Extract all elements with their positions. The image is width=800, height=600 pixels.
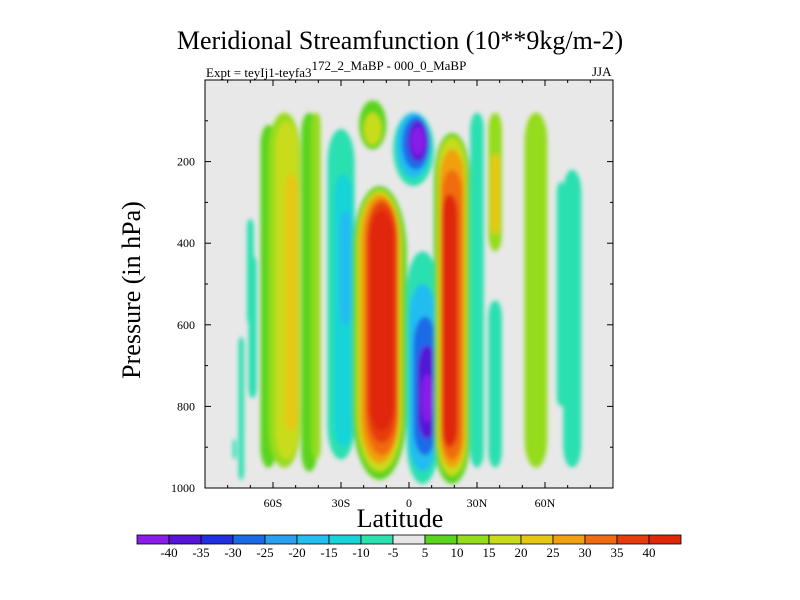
- x-tick-label-4: 60N: [535, 496, 556, 510]
- colorbar-swatch-13: [552, 534, 586, 545]
- colorbar: [136, 534, 682, 545]
- contour-layers: [232, 100, 582, 484]
- chart-title: Meridional Streamfunction (10**9kg/m-2): [176, 26, 624, 55]
- core-eq-neg-lower: [421, 373, 433, 423]
- y-tick-label-1: 400: [177, 236, 195, 250]
- experiment-id: Expt = teyIj1-teyfa3: [206, 65, 312, 80]
- x-tick-label-2: 0: [406, 496, 412, 510]
- band-sh42-pos2: [311, 112, 321, 460]
- band-nh55-pos: [524, 112, 548, 468]
- colorbar-swatch-14: [584, 534, 618, 545]
- band-sh27-neg3: [339, 210, 352, 325]
- core-eq-neg-upper: [411, 126, 425, 156]
- y-tick-label-3: 800: [177, 399, 195, 413]
- band-sh75b-neg: [232, 439, 237, 460]
- colorbar-label-10: 15: [482, 545, 496, 560]
- colorbar-label-5: -15: [320, 545, 338, 560]
- colorbar-swatch-2: [200, 534, 234, 545]
- band-nh38-neg: [488, 300, 502, 468]
- band-sh52-pos3: [284, 173, 298, 431]
- x-tick-label-3: 30N: [467, 496, 488, 510]
- y-tick-label-4: 1000: [171, 481, 195, 495]
- band-nh38b-pos: [490, 153, 500, 236]
- band-sh68-neg: [248, 255, 257, 399]
- colorbar-swatch-0: [136, 534, 170, 545]
- colorbar-swatch-5: [296, 534, 330, 545]
- x-axis-ticks: 60S 30S 0 30N 60N: [227, 80, 591, 510]
- colorbar-label-15: 40: [642, 545, 656, 560]
- y-axis-label: Pressure (in hPa): [117, 201, 146, 379]
- colorbar-label-8: 5: [421, 545, 429, 560]
- y-tick-label-0: 200: [177, 155, 195, 169]
- colorbar-swatch-15: [616, 534, 650, 545]
- experiment-label: Expt = teyIj1-teyfa3172_2_MaBP - 000_0_M…: [206, 58, 466, 81]
- colorbar-label-13: 30: [578, 545, 592, 560]
- colorbar-swatch-9: [424, 534, 458, 545]
- cell-nh-pos-5: [441, 194, 458, 448]
- colorbar-swatch-10: [456, 534, 490, 545]
- colorbar-swatch-7: [360, 534, 394, 545]
- contour-field: [232, 100, 582, 484]
- band-nh64-neg: [556, 182, 565, 407]
- colorbar-label-14: 35: [610, 545, 624, 560]
- colorbar-swatch-6: [328, 534, 362, 545]
- y-tick-label-2: 600: [177, 318, 195, 332]
- y-axis-ticks: 200 400 600 800 1000: [171, 120, 613, 495]
- colorbar-swatch-11: [488, 534, 522, 545]
- colorbar-label-2: -30: [224, 545, 242, 560]
- colorbar-label-1: -35: [192, 545, 210, 560]
- colorbar-label-4: -20: [288, 545, 306, 560]
- colorbar-label-9: 10: [450, 545, 464, 560]
- band-sh75-neg: [238, 337, 244, 480]
- band-nh30-neg: [470, 112, 484, 468]
- colorbar-label-6: -10: [352, 545, 370, 560]
- colorbar-swatch-1: [168, 534, 202, 545]
- colorbar-swatch-16: [648, 534, 682, 545]
- colorbar-swatch-12: [520, 534, 554, 545]
- colorbar-label-7: -5: [387, 545, 399, 560]
- colorbar-label-3: -25: [256, 545, 274, 560]
- colorbar-label-0: -40: [160, 545, 178, 560]
- season-label: JJA: [592, 64, 612, 79]
- colorbar-swatch-8: [392, 534, 426, 545]
- experiment-period: 172_2_MaBP - 000_0_MaBP: [311, 58, 467, 73]
- x-tick-label-0: 60S: [264, 496, 283, 510]
- cap-sh-pos2: [363, 112, 382, 146]
- colorbar-swatch-4: [264, 534, 298, 545]
- x-axis-label: Latitude: [356, 504, 444, 533]
- colorbar-label-12: 25: [546, 545, 560, 560]
- band-nh72-neg: [563, 169, 582, 468]
- x-tick-label-1: 30S: [332, 496, 351, 510]
- colorbar-swatch-3: [232, 534, 266, 545]
- colorbar-label-11: 20: [514, 545, 528, 560]
- cell-sh-pos-6: [369, 210, 395, 431]
